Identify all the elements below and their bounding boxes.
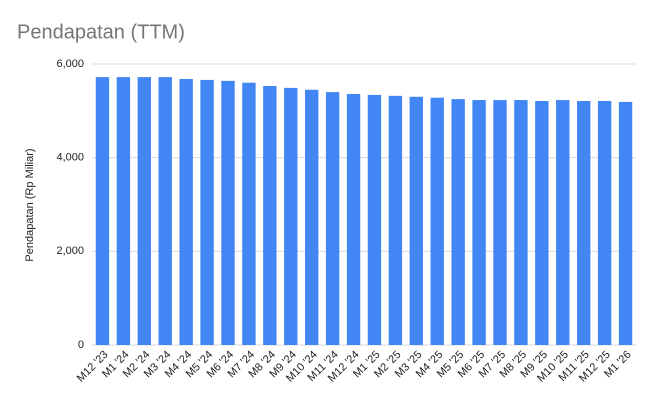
bar [95, 77, 110, 345]
bar [304, 89, 319, 345]
bar [179, 78, 193, 345]
bar [284, 87, 298, 345]
bar [597, 100, 612, 345]
bar [618, 101, 633, 345]
bar [158, 77, 172, 345]
bar [430, 97, 444, 345]
bar [514, 100, 528, 345]
bar [137, 77, 152, 345]
bar [325, 92, 340, 345]
bar [242, 82, 256, 345]
y-tick-label: 4,000 [56, 152, 84, 164]
chart-title: Pendapatan (TTM) [17, 21, 185, 43]
bar [263, 86, 277, 346]
bar [346, 93, 361, 346]
bar [200, 79, 214, 345]
bar [221, 80, 235, 346]
bar [472, 100, 486, 345]
bar [576, 100, 591, 345]
bar [367, 94, 382, 345]
bar [556, 100, 570, 345]
bar [388, 95, 403, 345]
y-tick-label: 0 [78, 339, 84, 351]
bar [116, 77, 131, 345]
bar [451, 99, 465, 345]
bar [409, 96, 424, 346]
y-axis-label: Pendapatan (Rp Miliar) [24, 148, 36, 261]
y-tick-label: 6,000 [56, 58, 84, 70]
bar [535, 100, 549, 345]
bar [493, 100, 507, 345]
y-tick-label: 2,000 [56, 245, 84, 257]
